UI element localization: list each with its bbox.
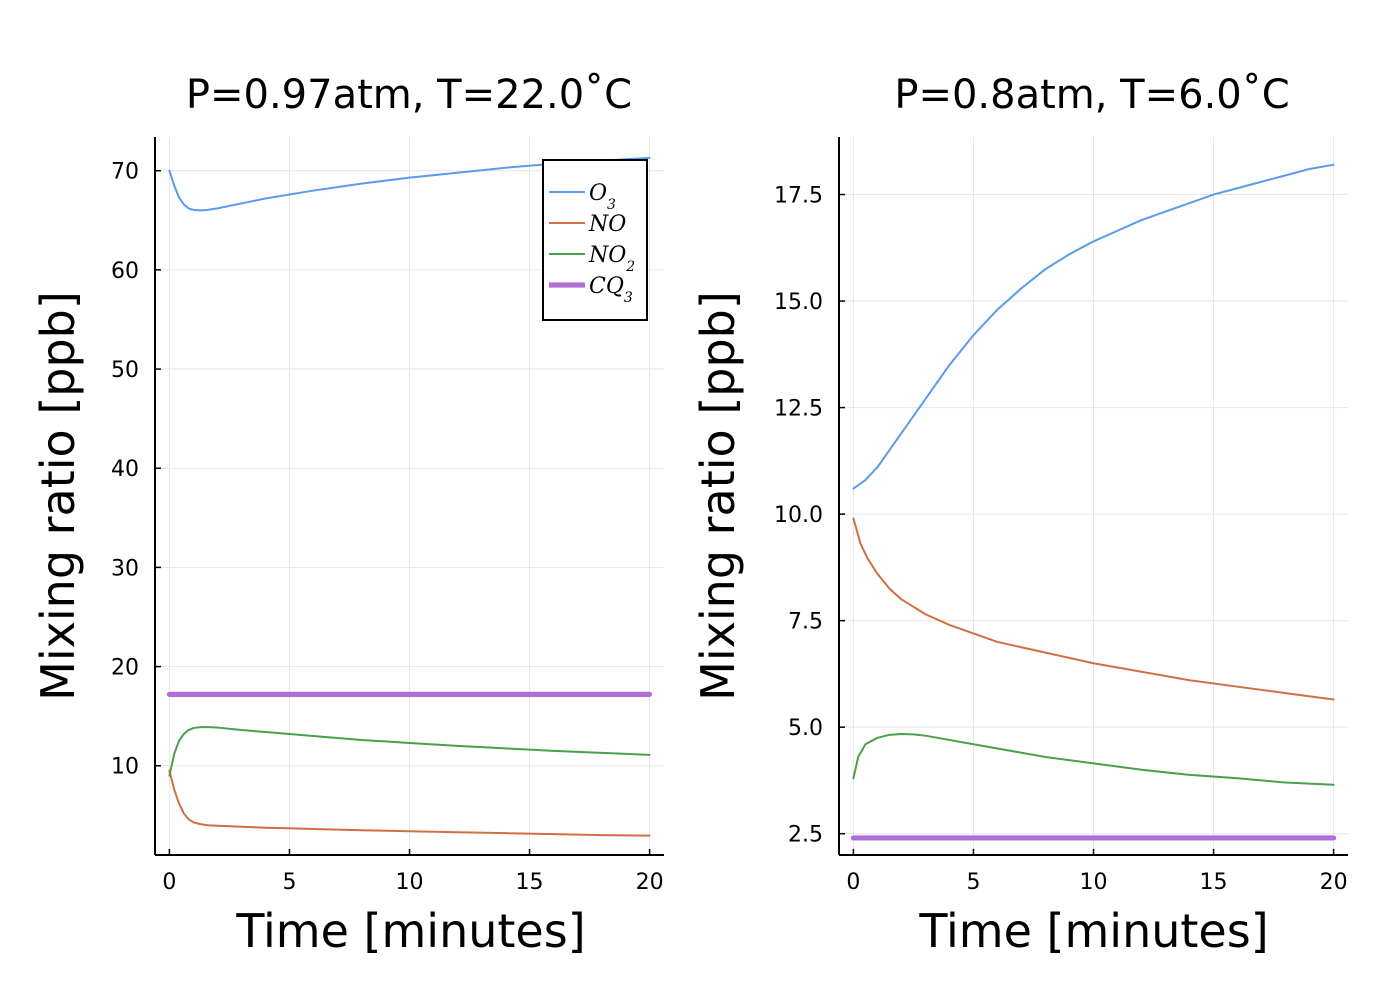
- left-plot-xlabel: Time [minutes]: [235, 904, 585, 958]
- y-tick-label: 2.5: [788, 823, 823, 848]
- legend-subscript: 3: [624, 290, 633, 306]
- left-plot-series: [166, 156, 653, 837]
- left-plot-ylabel: Mixing ratio [ppb]: [31, 291, 85, 701]
- y-tick-label: 70: [111, 160, 139, 185]
- y-tick-label: 30: [111, 556, 139, 581]
- y-tick-label: 12.5: [774, 397, 823, 422]
- y-tick-label: 20: [111, 656, 139, 681]
- y-tick-label: 5.0: [788, 716, 823, 741]
- left-plot: P=0.97atm, T=22.0˚C 0 5 10 15 20 10 20 30 40 50 60…: [31, 72, 664, 958]
- left-plot-grid: [155, 137, 664, 855]
- x-tick-label: 15: [516, 870, 544, 895]
- series-line-0: [852, 163, 1335, 490]
- x-tick-label: 20: [1320, 870, 1348, 895]
- series-line-2: [852, 732, 1335, 786]
- y-tick-label: 60: [111, 259, 139, 284]
- legend-entry: NO: [588, 212, 626, 237]
- x-tick-label: 5: [282, 870, 296, 895]
- x-tick-label: 15: [1200, 870, 1228, 895]
- series-line-2: [168, 726, 651, 777]
- legend-subscript: 2: [625, 259, 635, 275]
- x-tick-label: 5: [966, 870, 980, 895]
- right-plot-title: P=0.8atm, T=6.0˚C: [894, 72, 1289, 118]
- series-line-1: [168, 769, 651, 837]
- y-tick-label: 10.0: [774, 503, 823, 528]
- y-tick-label: 7.5: [788, 610, 823, 635]
- series-line-1: [852, 517, 1335, 701]
- legend-subscript: 3: [607, 197, 616, 213]
- y-tick-label: 50: [111, 358, 139, 383]
- y-tick-label: 40: [111, 457, 139, 482]
- x-tick-label: 10: [1080, 870, 1108, 895]
- x-tick-label: 0: [162, 870, 176, 895]
- x-tick-label: 20: [636, 870, 664, 895]
- right-plot-xlabel: Time [minutes]: [918, 904, 1268, 958]
- right-plot-grid: [839, 137, 1348, 855]
- right-plot: P=0.8atm, T=6.0˚C 0 5 10 15 20 2.5 5.0 7.5 10.0 1…: [691, 72, 1348, 958]
- right-plot-series: [850, 163, 1337, 841]
- legend-box: [542, 159, 648, 321]
- left-plot-title: P=0.97atm, T=22.0˚C: [186, 72, 632, 118]
- y-tick-label: 10: [111, 755, 139, 780]
- x-tick-label: 10: [396, 870, 424, 895]
- x-tick-label: 0: [846, 870, 860, 895]
- left-plot-ticks: 0 5 10 15 20 10 20 30 40 50 60 70: [111, 160, 664, 895]
- y-tick-label: 17.5: [774, 184, 823, 209]
- series-line-0: [168, 156, 651, 212]
- right-plot-ylabel: Mixing ratio [ppb]: [691, 291, 745, 701]
- right-plot-ticks: 0 5 10 15 20 2.5 5.0 7.5 10.0 12.5 15.0 17.5: [774, 184, 1348, 895]
- y-tick-label: 15.0: [774, 290, 823, 315]
